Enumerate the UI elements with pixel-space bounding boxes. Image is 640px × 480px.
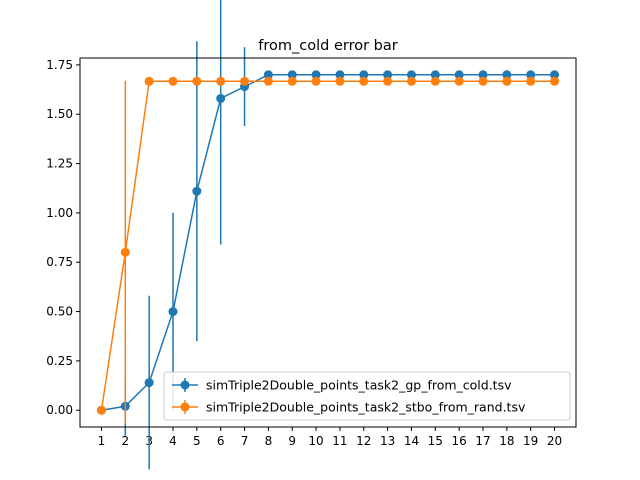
data-point (287, 70, 297, 80)
data-point (287, 76, 297, 86)
legend-marker (180, 380, 190, 390)
data-point (406, 70, 416, 80)
y-tick-label: 1.50 (46, 107, 73, 121)
data-point (383, 70, 393, 80)
plot-area: 0.000.250.500.751.001.251.501.7512345678… (46, 0, 562, 470)
x-tick-label: 1 (98, 434, 106, 448)
x-tick-label: 10 (308, 434, 323, 448)
data-point (430, 70, 440, 80)
data-point (311, 76, 321, 86)
data-point (168, 76, 178, 86)
x-tick-label: 9 (288, 434, 296, 448)
legend-box (163, 371, 571, 421)
x-tick-label: 6 (217, 434, 225, 448)
x-tick-label: 17 (475, 434, 490, 448)
series-2 (96, 76, 560, 425)
legend-item: simTriple2Double_points_task2_stbo_from_… (172, 400, 526, 415)
data-point (120, 247, 130, 257)
data-point (335, 70, 345, 80)
data-point (359, 76, 369, 86)
data-point (526, 76, 536, 86)
data-point (502, 70, 512, 80)
data-point (192, 76, 202, 86)
data-point (359, 70, 369, 80)
data-point (311, 70, 321, 80)
x-tick-label: 15 (428, 434, 443, 448)
data-point (406, 76, 416, 86)
chart-title: from_cold error bar (258, 38, 397, 54)
data-point (216, 76, 226, 86)
data-point (502, 76, 512, 86)
data-point (335, 76, 345, 86)
data-point (192, 186, 202, 196)
y-tick-label: 1.25 (46, 157, 73, 171)
x-tick-label: 7 (241, 434, 249, 448)
x-tick-label: 18 (499, 434, 514, 448)
data-point (263, 70, 273, 80)
data-point (454, 70, 464, 80)
x-tick-label: 8 (265, 434, 273, 448)
x-tick-label: 5 (193, 434, 201, 448)
data-point (454, 76, 464, 86)
data-point (240, 76, 250, 86)
y-tick-label: 0.00 (46, 403, 73, 417)
x-tick-label: 20 (547, 434, 562, 448)
data-point (478, 76, 488, 86)
plot-frame (79, 57, 577, 428)
x-tick-label: 2 (121, 434, 129, 448)
data-point (383, 76, 393, 86)
y-tick-label: 0.50 (46, 305, 73, 319)
data-point (96, 405, 106, 415)
data-point (216, 93, 226, 103)
data-point (550, 70, 560, 80)
x-tick-label: 11 (332, 434, 347, 448)
data-point (430, 76, 440, 86)
data-point (550, 76, 560, 86)
x-tick-label: 19 (523, 434, 538, 448)
x-tick-label: 13 (380, 434, 395, 448)
legend-marker (180, 402, 190, 412)
legend-label: simTriple2Double_points_task2_gp_from_co… (206, 378, 512, 393)
legend-label: simTriple2Double_points_task2_stbo_from_… (206, 400, 526, 415)
y-tick-label: 1.75 (46, 58, 73, 72)
legend-item: simTriple2Double_points_task2_gp_from_co… (172, 378, 512, 393)
y-tick-label: 1.00 (46, 206, 73, 220)
y-tick-label: 0.25 (46, 354, 73, 368)
legend: simTriple2Double_points_task2_gp_from_co… (163, 371, 571, 421)
y-tick-label: 0.75 (46, 255, 73, 269)
data-point (263, 76, 273, 86)
x-tick-label: 16 (452, 434, 467, 448)
data-point (168, 307, 178, 317)
data-point (478, 70, 488, 80)
data-point (144, 76, 154, 86)
data-point (144, 378, 154, 388)
x-tick-label: 14 (404, 434, 419, 448)
x-tick-label: 4 (169, 434, 177, 448)
data-point (526, 70, 536, 80)
x-tick-label: 12 (356, 434, 371, 448)
